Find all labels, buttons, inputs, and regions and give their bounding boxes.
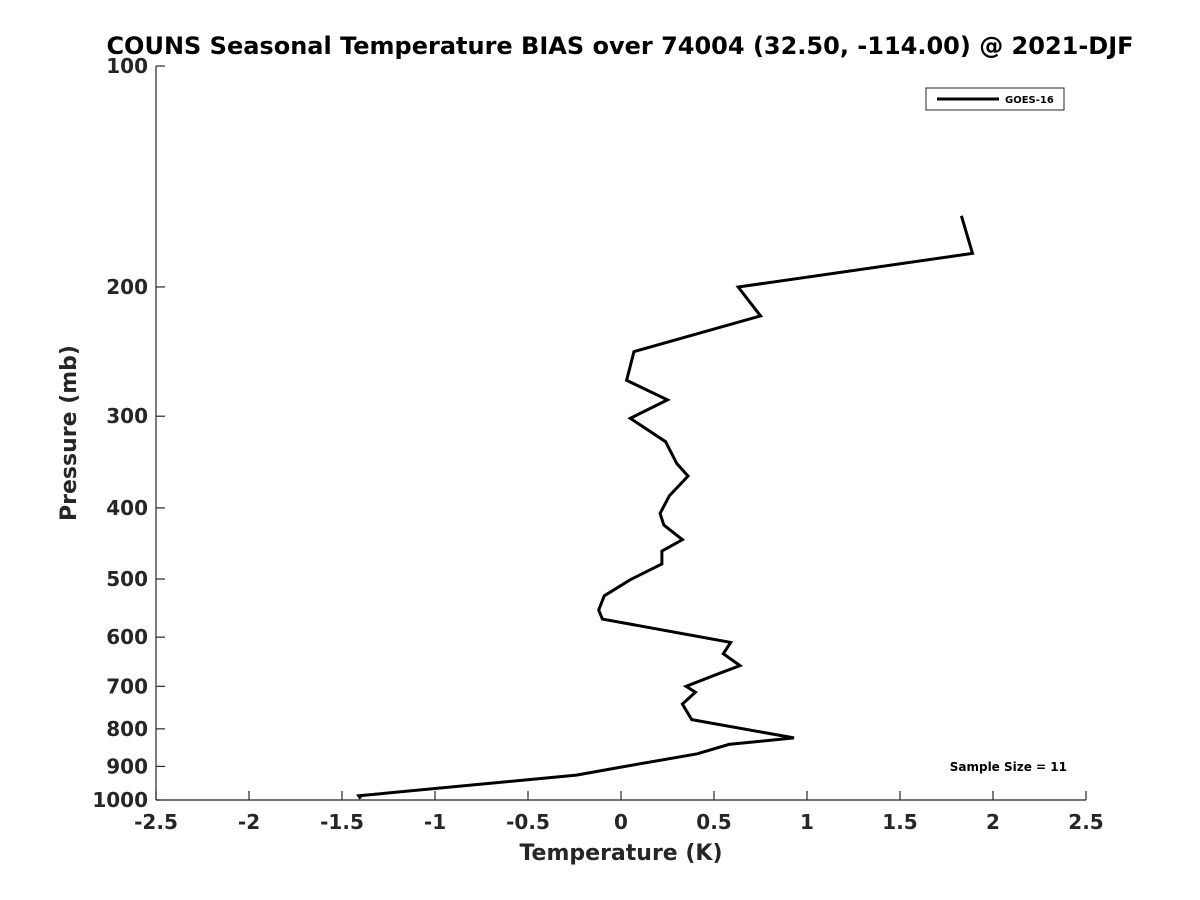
x-tick-label: 1.5	[882, 810, 917, 834]
x-tick-label: -1	[424, 810, 446, 834]
x-tick-label: 0.5	[696, 810, 731, 834]
x-axis-label: Temperature (K)	[519, 841, 722, 866]
y-tick-label: 900	[106, 754, 148, 778]
y-tick-label: 300	[106, 404, 148, 428]
series-line-goes-16	[356, 215, 975, 800]
x-tick-label: -2.5	[134, 810, 178, 834]
x-ticks: -2.5 -2 -1.5 -1 -0.5 0 0.5 1 1.5 2 2.5	[134, 791, 1104, 834]
y-tick-label: 500	[106, 567, 148, 591]
y-tick-label: 100	[106, 54, 148, 78]
legend-entry-goes-16: GOES-16	[1005, 95, 1054, 106]
x-tick-label: 2.5	[1068, 810, 1103, 834]
y-tick-label: 400	[106, 496, 148, 520]
y-axis-label: Pressure (mb)	[57, 345, 82, 521]
x-tick-label: 1	[800, 810, 814, 834]
sample-size-annotation: Sample Size = 11	[950, 760, 1067, 774]
x-tick-label: 2	[986, 810, 1000, 834]
y-tick-label: 800	[106, 717, 148, 741]
y-tick-label: 200	[106, 275, 148, 299]
x-tick-label: -1.5	[320, 810, 364, 834]
x-tick-label: -2	[238, 810, 260, 834]
y-ticks: 100 200 300 400 500 600 700 800 900 1000	[92, 54, 165, 812]
y-tick-label: 1000	[92, 788, 148, 812]
y-tick-label: 700	[106, 674, 148, 698]
x-tick-label: 0	[614, 810, 628, 834]
legend: GOES-16	[925, 87, 1065, 111]
y-tick-label: 600	[106, 625, 148, 649]
x-tick-label: -0.5	[506, 810, 550, 834]
axes	[155, 66, 1086, 801]
chart-title: COUNS Seasonal Temperature BIAS over 740…	[106, 32, 1133, 60]
